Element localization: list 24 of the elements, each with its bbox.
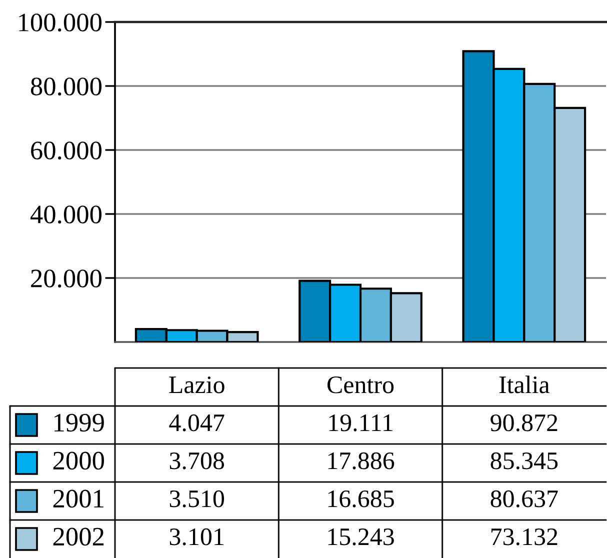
legend-label: 1999 <box>54 414 104 432</box>
x-tick-label: Centro <box>328 376 394 394</box>
data-label: 73.132 <box>491 528 558 546</box>
legend-label: 2000 <box>53 452 104 470</box>
x-tick-label: Italia <box>499 376 550 394</box>
data-label: 85.345 <box>490 452 558 470</box>
y-tick-label: 60.000 <box>31 142 102 160</box>
y-tick-label: 20.000 <box>31 270 102 288</box>
legend-label: 2001 <box>53 490 104 508</box>
data-label: 3.708 <box>170 452 224 470</box>
data-label: 3.510 <box>170 490 224 508</box>
y-tick-label: 80.000 <box>30 78 102 96</box>
x-tick-label: Lazio <box>169 376 224 394</box>
data-label: 19.111 <box>329 414 392 432</box>
data-label: 17.886 <box>328 452 394 470</box>
y-tick-label: 40.000 <box>30 206 102 224</box>
y-tick-label: 100.000 <box>19 14 102 32</box>
data-label: 90.872 <box>490 414 558 432</box>
data-label: 80.637 <box>490 490 558 508</box>
data-label: 15.243 <box>328 528 394 546</box>
legend-label: 2002 <box>53 528 104 546</box>
data-label: 16.685 <box>328 490 394 508</box>
data-label: 4.047 <box>169 414 224 432</box>
data-label: 3.101 <box>170 528 224 546</box>
